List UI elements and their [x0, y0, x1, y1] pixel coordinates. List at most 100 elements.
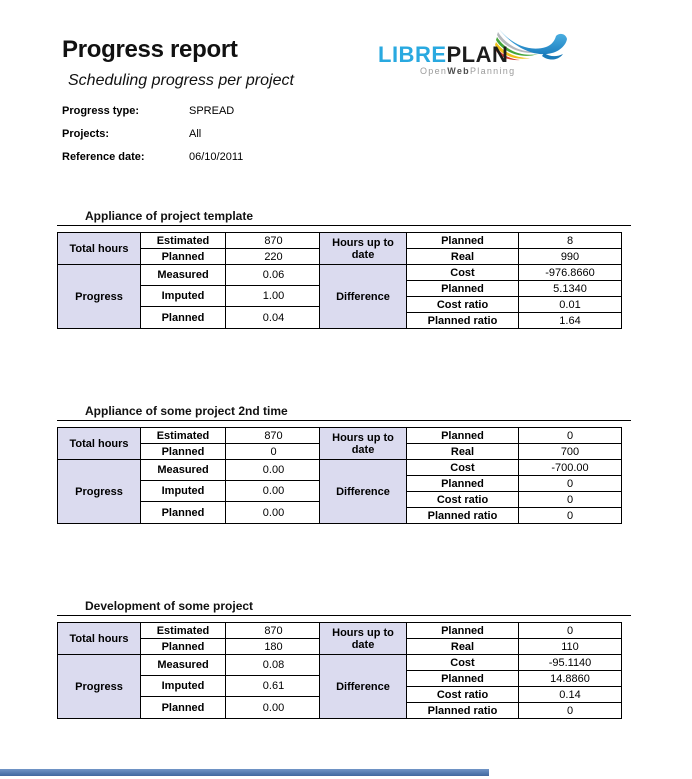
page-subtitle: Scheduling progress per project	[68, 72, 294, 89]
section-divider	[57, 420, 631, 421]
row-group-progress: Progress	[57, 654, 141, 719]
meta-row-progress-type: Progress type: SPREAD	[62, 101, 362, 124]
metric-label: Imputed	[140, 675, 226, 697]
libreplan-logo: LIBREPLAN OpenWebPlanning	[378, 24, 588, 80]
metric-label: Measured	[140, 654, 226, 676]
metric-label: Cost ratio	[406, 686, 519, 703]
metric-label: Planned	[406, 232, 519, 249]
row-group-total-hours: Total hours	[57, 427, 141, 460]
metric-label: Real	[406, 443, 519, 460]
meta-label: Progress type:	[62, 105, 140, 117]
metric-value: 0.08	[225, 654, 322, 676]
metric-value: 0	[518, 702, 622, 719]
row-group-progress: Progress	[57, 459, 141, 524]
section-heading: Development of some project	[85, 599, 254, 613]
metric-value: 870	[225, 427, 322, 444]
metric-label: Planned ratio	[406, 702, 519, 719]
metric-value: 0.61	[225, 675, 322, 697]
metric-label: Real	[406, 638, 519, 655]
row-group-total-hours: Total hours	[57, 622, 141, 655]
metric-value: 1.00	[225, 285, 322, 307]
row-group-progress: Progress	[57, 264, 141, 329]
metric-label: Imputed	[140, 480, 226, 502]
metric-value: 0.04	[225, 306, 322, 329]
metric-value: 700	[518, 443, 622, 460]
metric-label: Planned ratio	[406, 507, 519, 524]
metric-label: Cost	[406, 459, 519, 476]
section-divider	[57, 225, 631, 226]
hours-progress-table: Total hours Estimated 870 Planned 220 Pr…	[57, 232, 322, 329]
brand-libre: LIBRE	[378, 42, 447, 67]
meta-label: Reference date:	[62, 151, 145, 163]
metric-value: 0.01	[518, 296, 622, 313]
metric-label: Estimated	[140, 622, 226, 639]
metric-value: 0	[518, 622, 622, 639]
metric-label: Measured	[140, 264, 226, 286]
metric-label: Planned	[140, 638, 226, 655]
metric-value: -95.1140	[518, 654, 622, 671]
metric-label: Estimated	[140, 232, 226, 249]
metric-value: 180	[225, 638, 322, 655]
hours-progress-table: Total hours Estimated 870 Planned 0 Prog…	[57, 427, 322, 524]
meta-row-projects: Projects: All	[62, 124, 362, 147]
metric-label: Planned	[140, 306, 226, 329]
metric-value: 870	[225, 622, 322, 639]
bird-swoosh-icon	[495, 29, 567, 61]
section-heading: Appliance of some project 2nd time	[85, 404, 288, 418]
project-section-3: Development of some project Total hours …	[0, 598, 692, 728]
metric-label: Planned	[140, 501, 226, 524]
row-group-difference: Difference	[319, 264, 407, 329]
meta-value: SPREAD	[189, 105, 235, 117]
hours-difference-table: Hours up to date Planned 0 Real 110 Diff…	[319, 622, 622, 719]
project-section-1: Appliance of project template Total hour…	[0, 208, 692, 338]
metric-label: Planned	[140, 248, 226, 265]
meta-label: Projects:	[62, 128, 110, 140]
metric-label: Cost	[406, 654, 519, 671]
meta-row-reference-date: Reference date: 06/10/2011	[62, 147, 362, 170]
metric-value: 0	[518, 427, 622, 444]
metric-label: Cost ratio	[406, 296, 519, 313]
brand-wordmark: LIBREPLAN	[378, 42, 508, 68]
metric-value: 220	[225, 248, 322, 265]
metric-label: Planned	[406, 622, 519, 639]
metric-value: 110	[518, 638, 622, 655]
metric-label: Planned	[406, 280, 519, 297]
brand-plan: PLAN	[446, 42, 509, 67]
metric-value: 5.1340	[518, 280, 622, 297]
tagline-planning: Planning	[469, 66, 516, 76]
hours-difference-table: Hours up to date Planned 0 Real 700 Diff…	[319, 427, 622, 524]
row-group-hours-up-to-date: Hours up to date	[319, 427, 407, 460]
metric-label: Measured	[140, 459, 226, 481]
meta-value: All	[189, 128, 202, 140]
report-metadata: Progress type: SPREAD Projects: All Refe…	[62, 101, 362, 170]
metric-value: 0.00	[225, 480, 322, 502]
metric-value: -976.8660	[518, 264, 622, 281]
row-group-hours-up-to-date: Hours up to date	[319, 622, 407, 655]
metric-value: 0	[518, 507, 622, 524]
row-group-hours-up-to-date: Hours up to date	[319, 232, 407, 265]
tagline-open: Open	[420, 66, 448, 76]
metric-label: Planned ratio	[406, 312, 519, 329]
row-group-difference: Difference	[319, 654, 407, 719]
hours-progress-table: Total hours Estimated 870 Planned 180 Pr…	[57, 622, 322, 719]
metric-label: Real	[406, 248, 519, 265]
section-divider	[57, 615, 631, 616]
page-title: Progress report	[62, 36, 238, 63]
meta-value: 06/10/2011	[189, 151, 244, 163]
row-group-total-hours: Total hours	[57, 232, 141, 265]
metric-label: Planned	[406, 427, 519, 444]
project-section-2: Appliance of some project 2nd time Total…	[0, 403, 692, 533]
metric-label: Imputed	[140, 285, 226, 307]
metric-label: Cost ratio	[406, 491, 519, 508]
metric-label: Estimated	[140, 427, 226, 444]
metric-value: 0	[225, 443, 322, 460]
metric-value: 1.64	[518, 312, 622, 329]
metric-value: 870	[225, 232, 322, 249]
brand-tagline: OpenWebPlanning	[420, 66, 515, 76]
metric-value: 0	[518, 475, 622, 492]
metric-value: 0	[518, 491, 622, 508]
tagline-web: Web	[447, 66, 470, 76]
section-heading: Appliance of project template	[85, 209, 254, 223]
metric-label: Planned	[406, 670, 519, 687]
